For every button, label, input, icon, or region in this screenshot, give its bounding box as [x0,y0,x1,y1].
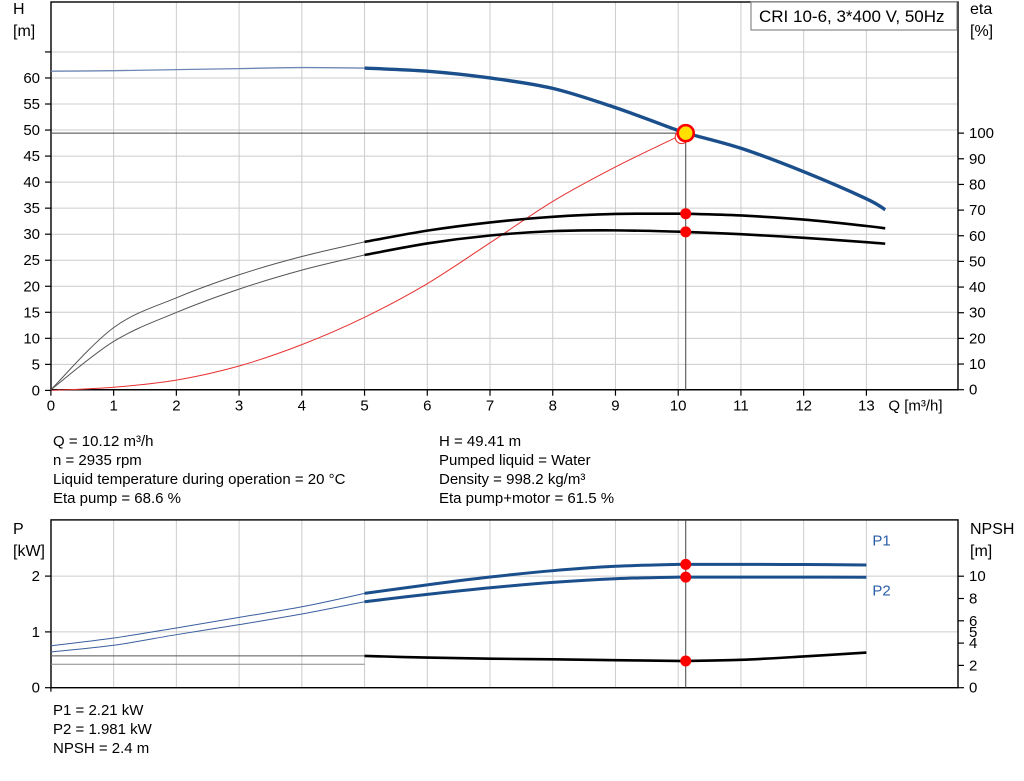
svg-text:12: 12 [795,398,812,415]
svg-text:35: 35 [23,200,40,217]
svg-text:[%]: [%] [970,23,993,40]
svg-text:5: 5 [969,624,977,641]
svg-text:50: 50 [969,253,986,270]
svg-text:5: 5 [32,356,40,373]
svg-text:20: 20 [969,330,986,347]
svg-text:60: 60 [969,228,986,245]
svg-text:13: 13 [858,398,875,415]
svg-text:10: 10 [969,356,986,373]
svg-text:[m]: [m] [970,543,992,560]
svg-text:[kW]: [kW] [13,543,45,560]
svg-text:2: 2 [172,398,180,415]
svg-text:40: 40 [969,279,986,296]
svg-text:90: 90 [969,151,986,168]
svg-text:4: 4 [298,398,306,415]
svg-text:10: 10 [969,568,986,585]
svg-text:6: 6 [423,398,431,415]
svg-text:55: 55 [23,96,40,113]
svg-text:5: 5 [360,398,368,415]
svg-text:100: 100 [969,125,994,142]
svg-text:0: 0 [32,382,40,399]
svg-text:15: 15 [23,304,40,321]
svg-text:20: 20 [23,278,40,295]
svg-text:9: 9 [611,398,619,415]
svg-text:8: 8 [969,591,977,608]
svg-text:10: 10 [23,330,40,347]
svg-text:0: 0 [47,398,55,415]
svg-text:10: 10 [670,398,687,415]
svg-text:45: 45 [23,148,40,165]
svg-text:40: 40 [23,174,40,191]
svg-text:3: 3 [235,398,243,415]
svg-text:0: 0 [969,382,977,399]
svg-text:80: 80 [969,176,986,193]
svg-text:P1: P1 [872,532,890,549]
svg-text:H: H [13,1,25,18]
svg-text:60: 60 [23,70,40,87]
svg-text:2: 2 [32,568,40,585]
svg-text:1: 1 [109,398,117,415]
svg-text:P2: P2 [872,583,890,600]
svg-text:NPSH: NPSH [970,521,1014,538]
svg-text:Q [m³/h]: Q [m³/h] [888,398,942,415]
svg-text:7: 7 [486,398,494,415]
svg-text:CRI 10-6, 3*400 V, 50Hz: CRI 10-6, 3*400 V, 50Hz [759,7,945,26]
svg-text:30: 30 [23,226,40,243]
svg-text:70: 70 [969,202,986,219]
svg-text:11: 11 [733,398,749,415]
svg-text:P: P [13,521,24,538]
svg-text:0: 0 [32,680,40,697]
svg-text:0: 0 [969,680,977,697]
svg-text:8: 8 [549,398,557,415]
svg-text:2: 2 [969,657,977,674]
svg-text:1: 1 [32,624,40,641]
svg-text:30: 30 [969,305,986,322]
svg-text:eta: eta [970,1,992,18]
svg-text:50: 50 [23,122,40,139]
svg-text:[m]: [m] [13,23,35,40]
svg-text:25: 25 [23,252,40,269]
